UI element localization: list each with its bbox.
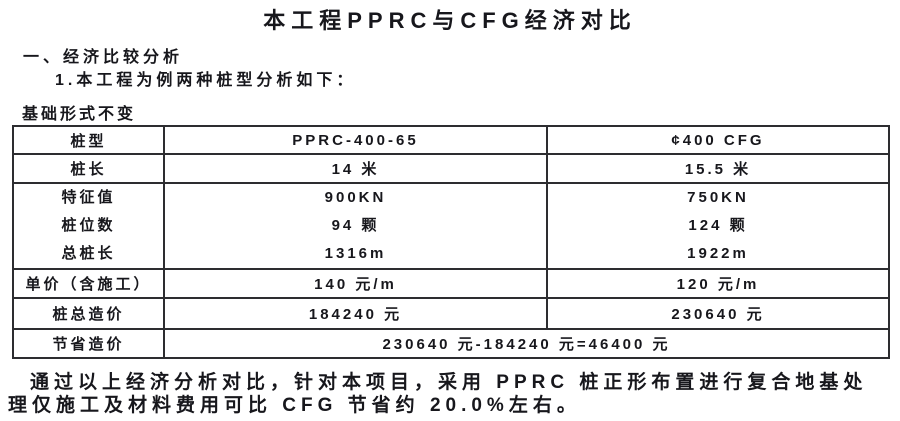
- cell-characteristic-value-label: 特征值: [61, 189, 116, 206]
- cell-total-pile-length-pprc: 1316m: [324, 245, 387, 262]
- cell-pile-count-label: 桩位数: [61, 217, 116, 234]
- cell-total-cost-cfg: 230640 元: [546, 297, 890, 330]
- cell-unit-price-pprc: 140 元/m: [163, 268, 548, 299]
- conclusion-line-1: 通过以上经济分析对比，针对本项目，采用 PPRC 桩正形布置进行复合地基处: [30, 372, 868, 393]
- cell-total-pile-length-cfg: 1922m: [687, 245, 749, 262]
- cell-pile-type-pprc: PPRC-400-65: [163, 125, 548, 155]
- table-row-merged-block: 特征值 桩位数 总桩长 900KN 94 颗 1316m 750KN 124 颗…: [12, 182, 890, 270]
- cell-merged-cfg-values: 750KN 124 颗 1922m: [546, 182, 890, 270]
- section-heading-economic-comparison: 一、经济比较分析: [23, 49, 184, 66]
- table-row-total-cost: 桩总造价 184240 元 230640 元: [12, 297, 890, 330]
- cell-characteristic-value-pprc: 900KN: [324, 189, 387, 206]
- cell-unit-price-cfg: 120 元/m: [546, 268, 890, 299]
- table-row-unit-price: 单价（含施工） 140 元/m 120 元/m: [12, 268, 890, 299]
- cell-saved-cost-label: 节省造价: [12, 328, 165, 359]
- table-row-pile-length: 桩长 14 米 15.5 米: [12, 153, 890, 184]
- cell-merged-pprc-values: 900KN 94 颗 1316m: [163, 182, 548, 270]
- cell-unit-price-label: 单价（含施工）: [12, 268, 165, 299]
- cell-total-pile-length-label: 总桩长: [61, 245, 116, 262]
- pile-comparison-table: 桩型 PPRC-400-65 ¢400 CFG 桩长 14 米 15.5 米 特…: [12, 125, 890, 359]
- table-caption-foundation-unchanged: 基础形式不变: [22, 106, 137, 123]
- conclusion-paragraph: 通过以上经济分析对比，针对本项目，采用 PPRC 桩正形布置进行复合地基处 理仅…: [8, 371, 898, 417]
- cell-pile-length-pprc: 14 米: [163, 153, 548, 184]
- cell-pile-count-cfg: 124 颗: [688, 217, 748, 234]
- cell-pile-length-label: 桩长: [12, 153, 165, 184]
- page-title: 本工程PPRC与CFG经济对比: [263, 8, 637, 33]
- cell-merged-labels: 特征值 桩位数 总桩长: [12, 182, 165, 270]
- cell-pile-count-pprc: 94 颗: [331, 217, 380, 234]
- cell-total-cost-label: 桩总造价: [12, 297, 165, 330]
- cell-pile-type-cfg: ¢400 CFG: [546, 125, 890, 155]
- cell-total-cost-pprc: 184240 元: [163, 297, 548, 330]
- table-row-pile-type: 桩型 PPRC-400-65 ¢400 CFG: [12, 125, 890, 155]
- cell-pile-length-cfg: 15.5 米: [546, 153, 890, 184]
- cell-pile-type-label: 桩型: [12, 125, 165, 155]
- conclusion-line-2: 理仅施工及材料费用可比 CFG 节省约 20.0%左右。: [8, 395, 581, 416]
- table-row-saved-cost: 节省造价 230640 元-184240 元=46400 元: [12, 328, 890, 359]
- cell-saved-cost-value: 230640 元-184240 元=46400 元: [163, 328, 890, 359]
- sub-heading-pile-analysis: 1.本工程为例两种桩型分析如下：: [55, 72, 357, 89]
- cell-characteristic-value-cfg: 750KN: [687, 189, 749, 206]
